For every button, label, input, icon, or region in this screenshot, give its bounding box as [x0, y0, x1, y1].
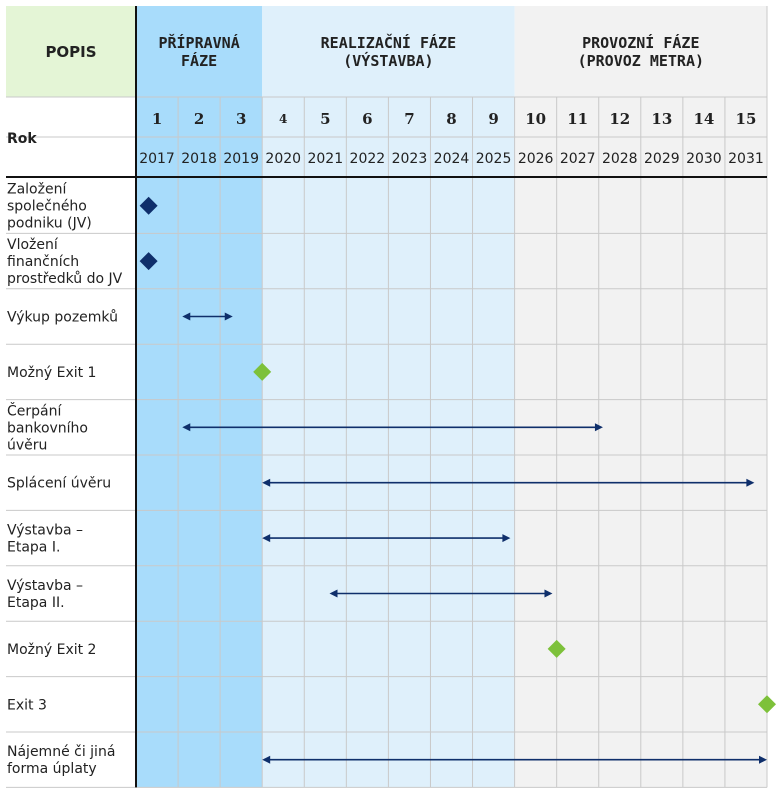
row-label: Možný Exit 1	[7, 365, 96, 381]
phase-title-implementation: (VÝSTAVBA)	[343, 51, 433, 70]
row-label: Výstavba –	[7, 578, 83, 594]
row-label: Etapa II.	[7, 595, 65, 611]
column-index: 2	[194, 110, 204, 128]
column-year: 2027	[560, 151, 596, 167]
column-year: 2017	[139, 151, 175, 167]
phase-title-operation: PROVOZNÍ FÁZE	[582, 33, 699, 52]
row-label: forma úplaty	[7, 761, 97, 777]
column-index: 5	[320, 110, 330, 128]
column-year: 2021	[307, 151, 343, 167]
duration-arrow-end-head	[746, 478, 755, 487]
column-year: 2020	[265, 151, 301, 167]
row-label: podniku (JV)	[7, 216, 92, 232]
column-year: 2023	[392, 151, 428, 167]
column-index: 1	[152, 110, 162, 128]
row-label: úvěru	[7, 437, 47, 453]
row-label: Založení	[7, 182, 67, 198]
column-index: 3	[236, 110, 246, 128]
column-index: 14	[693, 110, 714, 128]
milestone-diamond	[139, 196, 158, 215]
duration-arrow-start-head	[262, 478, 271, 487]
row-label: Splácení úvěru	[7, 476, 111, 492]
column-index: 10	[525, 110, 546, 128]
row-label: Exit 3	[7, 697, 47, 713]
column-year: 2022	[350, 151, 386, 167]
row-label: Výstavba –	[7, 523, 83, 539]
column-year: 2030	[686, 151, 722, 167]
duration-arrow-end-head	[594, 423, 603, 432]
row-label: Čerpání	[7, 401, 62, 419]
column-year: 2018	[181, 151, 217, 167]
duration-arrow-start-head	[182, 423, 191, 432]
row-label: Možný Exit 2	[7, 642, 96, 658]
column-year: 2029	[644, 151, 680, 167]
duration-arrow	[182, 312, 233, 321]
rok-label: Rok	[7, 131, 37, 147]
duration-arrow-end-head	[759, 755, 767, 764]
duration-arrow-end-head	[502, 534, 511, 543]
duration-arrow-start-head	[262, 534, 271, 543]
column-index: 8	[446, 110, 456, 128]
column-year: 2028	[602, 151, 638, 167]
column-year: 2031	[728, 151, 764, 167]
duration-arrow-start-head	[329, 589, 338, 598]
column-index: 11	[567, 110, 588, 128]
duration-arrow	[182, 423, 603, 432]
row-label: Nájemné či jiná	[7, 744, 115, 760]
column-index: 6	[362, 110, 372, 128]
column-year: 2025	[476, 151, 512, 167]
row-label: finančních	[7, 254, 79, 270]
column-year: 2024	[434, 151, 470, 167]
duration-arrow	[262, 755, 767, 764]
column-index: 12	[609, 110, 630, 128]
exit-milestone-diamond	[758, 695, 776, 714]
phase-title-preparatory: FÁZE	[181, 51, 217, 70]
row-label: prostředků do JV	[7, 271, 123, 287]
phase-title-operation: (PROVOZ METRA)	[578, 52, 704, 70]
column-index: 7	[404, 110, 414, 128]
popis-header-cell	[6, 6, 136, 97]
duration-arrow-start-head	[182, 312, 191, 321]
exit-milestone-diamond	[547, 639, 566, 658]
duration-arrow-end-head	[224, 312, 233, 321]
duration-arrow	[262, 534, 511, 543]
exit-milestone-diamond	[253, 362, 272, 381]
popis-header: POPIS	[45, 43, 96, 61]
row-label: bankovního	[7, 420, 88, 436]
row-label: Vložení	[7, 237, 59, 253]
marks-layer	[139, 196, 776, 764]
phase-title-preparatory: PŘÍPRAVNÁ	[158, 33, 239, 52]
row-label: Etapa I.	[7, 540, 60, 556]
column-index: 9	[488, 110, 498, 128]
milestone-diamond	[139, 252, 158, 271]
phase-title-implementation: REALIZAČNÍ FÁZE	[321, 33, 456, 52]
phase-band-preparatory	[136, 6, 263, 788]
column-index: 4	[279, 112, 287, 126]
duration-arrow-start-head	[262, 755, 271, 764]
column-year: 2019	[223, 151, 259, 167]
row-label: Výkup pozemků	[7, 310, 118, 326]
grid-layer	[6, 6, 768, 788]
duration-arrow	[262, 478, 755, 487]
duration-arrow	[329, 589, 553, 598]
row-label: společného	[7, 199, 87, 215]
column-index: 13	[651, 110, 672, 128]
column-index: 15	[736, 110, 757, 128]
duration-arrow-end-head	[544, 589, 553, 598]
column-year: 2026	[518, 151, 554, 167]
